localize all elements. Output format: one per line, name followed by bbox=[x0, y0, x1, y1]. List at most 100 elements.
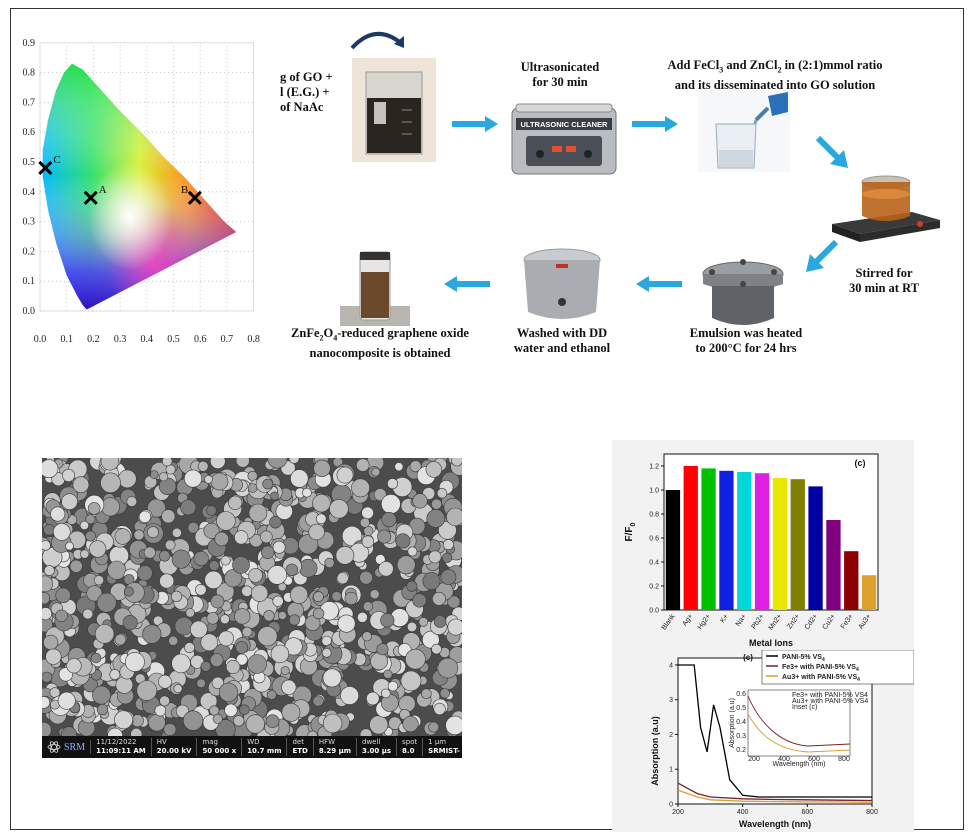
sem-particle bbox=[61, 726, 77, 736]
legend-entry: PANI-5% VS4 bbox=[782, 654, 825, 663]
sem-particle bbox=[94, 624, 115, 644]
sem-particle bbox=[42, 575, 54, 593]
sem-particle bbox=[126, 496, 138, 507]
cie-x-tick: 0.0 bbox=[34, 334, 47, 345]
sem-particle bbox=[220, 555, 231, 566]
sem-particle bbox=[356, 611, 368, 623]
step3-text: Add FeCl3 and ZnCl2 in (2:1)mmol ratio a… bbox=[630, 58, 920, 93]
sem-particle bbox=[42, 592, 51, 605]
sem-particle bbox=[214, 531, 229, 547]
sem-particle bbox=[212, 713, 223, 724]
sem-particle bbox=[336, 572, 349, 585]
sem-particle bbox=[447, 618, 462, 636]
sem-field-value: SRMIST- Apreo S bbox=[428, 747, 462, 755]
sem-particle bbox=[361, 631, 372, 642]
step7-line1: ZnFe2O4-reduced graphene oxide bbox=[280, 326, 480, 346]
sem-particle bbox=[351, 478, 370, 498]
bar-plot-area bbox=[663, 453, 879, 611]
sem-particle bbox=[107, 727, 123, 736]
sem-particle bbox=[248, 568, 263, 583]
sem-particle bbox=[235, 458, 250, 468]
sem-particle bbox=[272, 595, 284, 607]
sem-particle bbox=[359, 517, 370, 528]
cie-x-tick: 0.4 bbox=[141, 334, 154, 345]
cie-x-tick: 0.3 bbox=[114, 334, 127, 345]
sem-particle bbox=[43, 565, 55, 576]
sem-particle bbox=[218, 630, 234, 647]
sem-particle bbox=[171, 549, 191, 569]
autoclave-image bbox=[698, 252, 788, 334]
sem-particle bbox=[395, 533, 411, 549]
sem-particle bbox=[329, 499, 349, 519]
bar-x-tick-label: Pb2+ bbox=[751, 613, 766, 631]
sem-particle bbox=[344, 591, 358, 605]
sem-particle bbox=[226, 659, 241, 675]
sem-particle bbox=[147, 526, 159, 539]
line-x-tick-label: 800 bbox=[866, 809, 878, 816]
sem-particle bbox=[219, 614, 230, 625]
step1-text: g of GO + l (E.G.) + of NaAc bbox=[280, 70, 350, 115]
inset-x-tick-label: 800 bbox=[838, 756, 850, 763]
sem-particle bbox=[376, 643, 389, 656]
sem-particle bbox=[79, 520, 90, 531]
inset-legend-entry: Au3+ with PANI-5% VS4 bbox=[792, 698, 868, 705]
sem-particle bbox=[224, 569, 243, 588]
cie-y-tick: 0.3 bbox=[23, 217, 36, 228]
cie-point-label: C bbox=[53, 154, 60, 166]
sem-micrograph: SRM 11/12/2022 11:09:11 AM HV 20.00 kV mag 50… bbox=[42, 458, 462, 758]
sem-particle bbox=[247, 654, 267, 674]
sem-particle bbox=[203, 522, 220, 539]
cie-chromaticity-diagram: 0.0 0.1 0.2 0.3 0.4 0.5 0.6 0.7 0.8 0.0 0.1 0.2 0.3 0… bbox=[18, 30, 280, 358]
sem-particle bbox=[302, 487, 312, 498]
sem-particle bbox=[267, 458, 288, 469]
step4-line2: 30 min at RT bbox=[848, 281, 920, 295]
sem-field: dwell 3.00 µs bbox=[357, 738, 398, 756]
step7-sub1: 2 bbox=[319, 333, 324, 343]
sem-field-value: 11:09:11 AM bbox=[96, 747, 146, 755]
arrow-left-icon bbox=[636, 276, 682, 292]
sem-particle bbox=[185, 608, 195, 618]
sem-particle bbox=[356, 458, 370, 472]
cie-y-tick: 0.2 bbox=[23, 246, 36, 257]
sem-particle bbox=[324, 557, 335, 568]
bar-x-tick-label: Hg2+ bbox=[697, 613, 712, 631]
sem-particle bbox=[173, 684, 183, 694]
curved-arrow-icon bbox=[350, 32, 404, 50]
bar-y-axis-title: F/F0 bbox=[624, 522, 637, 541]
sem-particle bbox=[137, 565, 153, 581]
cie-tick-labels: 0.0 0.1 0.2 0.3 0.4 0.5 0.6 0.7 0.8 0.0 0.1 0.2 0.3 0… bbox=[23, 38, 260, 345]
bar-x-tick-label: Zn2+ bbox=[786, 613, 801, 630]
sem-field-label: 1 µm bbox=[428, 738, 447, 746]
sem-particle bbox=[361, 535, 375, 548]
legend-subscript: 4 bbox=[856, 667, 859, 673]
sem-particle bbox=[168, 635, 179, 646]
sem-particle bbox=[430, 498, 442, 510]
step5-line1: Emulsion was heated bbox=[689, 326, 803, 340]
sem-particle bbox=[335, 546, 355, 565]
sem-particle bbox=[87, 502, 101, 515]
product-vial-image bbox=[340, 246, 410, 326]
step6-text: Washed with DD water and ethanol bbox=[502, 326, 622, 356]
sem-particle bbox=[312, 607, 325, 620]
sem-particle bbox=[187, 521, 200, 534]
inset-y-tick-label: 0.2 bbox=[736, 747, 746, 754]
sem-particle bbox=[85, 530, 96, 542]
line-y-tick-label: 3 bbox=[669, 697, 673, 704]
sem-particle bbox=[281, 679, 297, 695]
sem-particle bbox=[43, 634, 59, 650]
sem-particle bbox=[428, 550, 442, 564]
sem-particle bbox=[362, 601, 374, 612]
sem-particle bbox=[93, 575, 105, 586]
line-x-axis-title: Wavelength (nm) bbox=[739, 819, 811, 829]
sem-field-value: 3.00 µs bbox=[362, 747, 392, 755]
sem-particle bbox=[123, 586, 134, 597]
inset-x-tick-label: 400 bbox=[778, 756, 790, 763]
cie-white-point bbox=[42, 63, 237, 310]
sem-particle bbox=[195, 584, 207, 596]
sem-particle bbox=[257, 626, 278, 647]
sem-particle bbox=[247, 483, 258, 493]
arrow-right-icon bbox=[452, 116, 498, 132]
sem-particle bbox=[437, 657, 459, 679]
sem-particle bbox=[154, 704, 167, 717]
bar-y-tick-label: 1.2 bbox=[649, 464, 659, 471]
